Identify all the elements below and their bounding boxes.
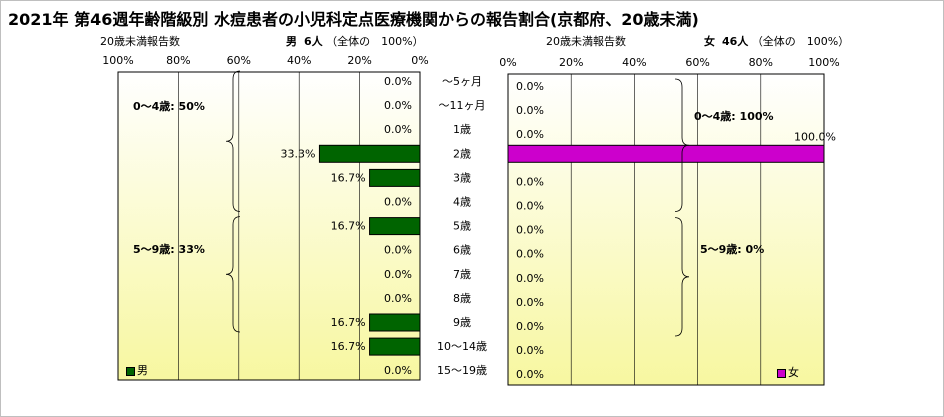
male-bar	[318, 144, 421, 163]
male-group-label-0-4: 0～4歳: 50%	[133, 99, 205, 113]
female-value-label: 100.0%	[794, 130, 836, 143]
left-count: 6人	[304, 35, 323, 48]
left-total: （全体の 100%）	[326, 35, 424, 48]
female-x-tick-label: 100%	[808, 56, 839, 69]
female-plot-area	[507, 73, 825, 386]
right-header-label: 20歳未満報告数	[546, 35, 626, 48]
male-x-tick-label: 0%	[411, 54, 428, 67]
male-legend-swatch	[126, 366, 135, 376]
male-x-tick-label: 20%	[347, 54, 371, 67]
female-value-label: 0.0%	[516, 200, 544, 213]
female-value-label: 0.0%	[516, 104, 544, 117]
female-bar	[507, 144, 825, 163]
right-total: （全体の 100%）	[751, 35, 850, 48]
female-value-label: 0.0%	[516, 368, 544, 381]
male-legend-label: 男	[137, 364, 148, 377]
category-label: 9歳	[453, 316, 471, 329]
category-label: 6歳	[453, 244, 471, 257]
category-label: 1歳	[453, 123, 471, 136]
category-label: 7歳	[453, 268, 471, 281]
female-value-label: 0.0%	[516, 175, 544, 188]
female-value-label: 0.0%	[516, 248, 544, 261]
left-gender: 男	[286, 35, 297, 48]
male-value-label: 0.0%	[384, 99, 412, 112]
male-x-tick-label: 100%	[102, 54, 133, 67]
left-legend: 男	[126, 362, 148, 378]
right-header: 20歳未満報告数	[546, 33, 626, 49]
category-label: 15～19歳	[437, 364, 487, 377]
male-x-tick-label: 60%	[227, 54, 251, 67]
category-label: 3歳	[453, 171, 471, 184]
female-value-label: 0.0%	[516, 320, 544, 333]
female-value-label: 0.0%	[516, 80, 544, 93]
male-group-label-5-9: 5～9歳: 33%	[133, 242, 205, 256]
female-x-tick-label: 60%	[685, 56, 709, 69]
male-value-label: 0.0%	[384, 244, 412, 257]
male-x-tick-label: 80%	[166, 54, 190, 67]
female-group-label-5-9: 5～9歳: 0%	[700, 242, 764, 256]
male-value-label: 16.7%	[331, 316, 366, 329]
right-count: 46人	[722, 35, 749, 48]
category-label: ～5ヶ月	[442, 75, 482, 88]
right-gender: 女	[704, 35, 715, 48]
category-label: 10～14歳	[437, 340, 487, 353]
female-x-tick-label: 20%	[559, 56, 583, 69]
male-bar	[369, 313, 421, 332]
category-label: 4歳	[453, 196, 471, 209]
male-value-label: 16.7%	[331, 340, 366, 353]
category-label: 8歳	[453, 292, 471, 305]
male-value-label: 0.0%	[384, 292, 412, 305]
female-value-label: 0.0%	[516, 224, 544, 237]
female-brace-5-9	[674, 217, 690, 337]
female-x-tick-label: 40%	[622, 56, 646, 69]
female-value-label: 0.0%	[516, 344, 544, 357]
category-label: 2歳	[453, 147, 471, 160]
category-label: ～11ヶ月	[439, 99, 486, 112]
male-bar	[369, 337, 421, 356]
chart-title: 2021年 第46週年齢階級別 水痘患者の小児科定点医療機関からの報告割合(京都…	[8, 10, 699, 29]
male-value-label: 0.0%	[384, 364, 412, 377]
male-value-label: 16.7%	[331, 171, 366, 184]
left-header-label: 20歳未満報告数	[100, 35, 180, 48]
female-x-tick-label: 80%	[749, 56, 773, 69]
male-value-label: 0.0%	[384, 123, 412, 136]
female-brace-0-4	[674, 78, 690, 212]
left-header: 20歳未満報告数	[100, 33, 180, 49]
male-value-label: 33.3%	[280, 147, 315, 160]
female-value-label: 0.0%	[516, 296, 544, 309]
male-brace-5-9	[225, 216, 241, 333]
right-legend: 女	[777, 364, 799, 380]
male-bar	[369, 168, 421, 187]
female-value-label: 0.0%	[516, 128, 544, 141]
male-value-label: 0.0%	[384, 268, 412, 281]
category-label: 5歳	[453, 220, 471, 233]
female-legend-label: 女	[788, 366, 799, 379]
female-group-label-0-4: 0～4歳: 100%	[694, 109, 774, 123]
female-x-tick-label: 0%	[499, 56, 516, 69]
female-legend-swatch	[777, 368, 786, 378]
male-value-label: 16.7%	[331, 220, 366, 233]
male-value-label: 0.0%	[384, 75, 412, 88]
right-header-count: 女 46人 （全体の 100%）	[704, 33, 849, 49]
male-value-label: 0.0%	[384, 196, 412, 209]
male-brace-0-4	[225, 70, 241, 212]
male-bar	[369, 217, 421, 236]
male-x-tick-label: 40%	[287, 54, 311, 67]
left-header-count: 男 6人 （全体の 100%）	[286, 33, 424, 49]
female-value-label: 0.0%	[516, 272, 544, 285]
